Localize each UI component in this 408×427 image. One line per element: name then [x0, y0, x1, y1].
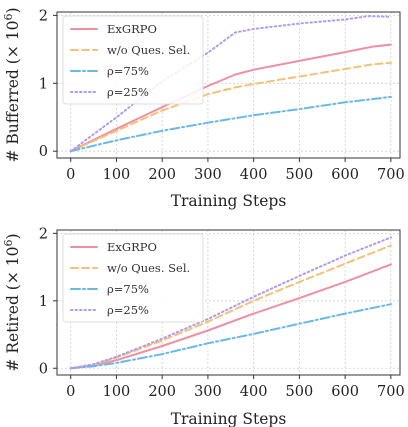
plot-frame: [56, 229, 401, 376]
chart-buffered: 0 100 200 300 400 500 600 700 0 1 2 Training Steps #…: [2, 7, 405, 210]
legend-label-0: ExGRPO: [107, 22, 157, 36]
x-tick-label: 700: [377, 384, 405, 400]
y-axis-title: # Bufferred (× 106): [2, 7, 22, 162]
x-tick-label: 0: [66, 167, 75, 183]
plot-frame: [56, 11, 401, 159]
legend-label-2: ρ=75%: [107, 282, 149, 296]
x-tick-label: 100: [103, 384, 131, 400]
legend-label-2: ρ=75%: [107, 64, 149, 78]
series-line-3: [69, 236, 392, 370]
legend-label-1: w/o Ques. Sel.: [107, 261, 190, 275]
x-axis-title: Training Steps: [171, 192, 287, 210]
x-tick-label: 700: [377, 167, 405, 183]
y-tick-label: 0: [39, 144, 48, 160]
x-axis-title: Training Steps: [171, 410, 287, 427]
legend-box: [62, 233, 204, 323]
y-tick-label: 2: [39, 8, 48, 24]
x-tick-label: 500: [286, 384, 314, 400]
x-tick-label: 400: [240, 167, 268, 183]
x-tick-label: 300: [194, 167, 222, 183]
series-line-0: [69, 263, 392, 370]
chart-retired: 0 100 200 300 400 500 600 700 0 1 2 Training Steps #…: [2, 226, 405, 427]
x-tick-label: 200: [148, 167, 176, 183]
x-tick-label: 600: [331, 384, 359, 400]
x-tick-label: 100: [103, 167, 131, 183]
x-tick-label: 0: [66, 384, 75, 400]
x-tick-label: 300: [194, 384, 222, 400]
series-line-2: [69, 303, 392, 370]
legend-label-0: ExGRPO: [107, 240, 157, 254]
x-tick-label: 600: [331, 167, 359, 183]
y-tick-label: 1: [39, 294, 48, 310]
y-tick-label: 0: [39, 361, 48, 377]
legend-label-3: ρ=25%: [107, 85, 149, 99]
legend-label-3: ρ=25%: [107, 303, 149, 317]
y-tick-label: 1: [39, 76, 48, 92]
series-line-2: [69, 95, 392, 153]
series-line-1: [69, 244, 392, 370]
legend-label-1: w/o Ques. Sel.: [107, 43, 190, 57]
series-line-0: [69, 43, 392, 153]
x-tick-label: 400: [240, 384, 268, 400]
y-tick-label: 2: [39, 226, 48, 242]
series-line-1: [69, 61, 392, 153]
x-tick-label: 200: [148, 384, 176, 400]
y-axis-title: # Retired (× 106): [2, 233, 22, 371]
x-tick-label: 500: [286, 167, 314, 183]
legend-box: [62, 15, 204, 105]
